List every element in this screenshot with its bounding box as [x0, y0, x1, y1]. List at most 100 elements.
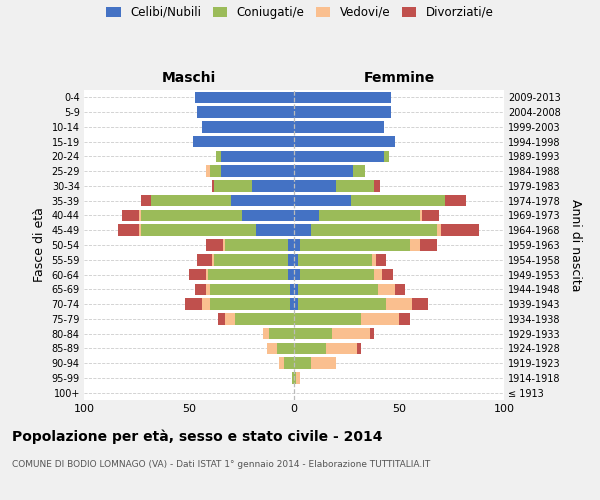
Bar [202, 298, 210, 310]
Bar [294, 121, 385, 132]
Bar [374, 180, 380, 192]
Bar [386, 298, 412, 310]
Bar [420, 210, 422, 221]
Bar [294, 284, 298, 295]
Bar [266, 342, 277, 354]
Bar [420, 239, 437, 251]
Bar [378, 284, 395, 295]
Bar [206, 269, 208, 280]
Bar [288, 254, 294, 266]
Bar [280, 358, 284, 369]
Bar [212, 254, 214, 266]
Bar [193, 136, 294, 147]
Bar [395, 284, 406, 295]
Bar [294, 195, 350, 206]
Bar [294, 254, 298, 266]
Bar [196, 284, 206, 295]
Bar [298, 254, 372, 266]
Bar [221, 166, 294, 177]
Bar [140, 210, 241, 221]
Bar [298, 298, 386, 310]
Bar [214, 180, 252, 192]
Bar [277, 342, 294, 354]
Bar [311, 224, 437, 236]
Bar [399, 313, 409, 324]
Text: COMUNE DI BODIO LOMNAGO (VA) - Dati ISTAT 1° gennaio 2014 - Elaborazione TUTTITA: COMUNE DI BODIO LOMNAGO (VA) - Dati ISTA… [12, 460, 430, 469]
Bar [294, 239, 301, 251]
Bar [241, 210, 294, 221]
Bar [197, 106, 294, 118]
Bar [350, 195, 445, 206]
Bar [294, 92, 391, 103]
Bar [294, 269, 301, 280]
Bar [294, 136, 395, 147]
Bar [319, 210, 420, 221]
Bar [288, 269, 294, 280]
Y-axis label: Fasce di età: Fasce di età [33, 208, 46, 282]
Bar [185, 298, 202, 310]
Bar [256, 224, 294, 236]
Bar [224, 239, 288, 251]
Bar [422, 210, 439, 221]
Bar [214, 254, 288, 266]
Bar [252, 180, 294, 192]
Bar [294, 372, 296, 384]
Bar [224, 313, 235, 324]
Bar [221, 150, 294, 162]
Bar [294, 150, 385, 162]
Bar [206, 239, 223, 251]
Bar [301, 239, 409, 251]
Bar [197, 254, 212, 266]
Bar [263, 328, 269, 340]
Bar [206, 284, 210, 295]
Bar [139, 224, 140, 236]
Bar [210, 298, 290, 310]
Bar [353, 166, 365, 177]
Bar [202, 121, 294, 132]
Bar [288, 239, 294, 251]
Bar [118, 224, 139, 236]
Bar [296, 372, 301, 384]
Bar [196, 92, 294, 103]
Bar [212, 180, 214, 192]
Bar [223, 239, 224, 251]
Bar [151, 195, 231, 206]
Bar [332, 328, 370, 340]
Bar [208, 269, 288, 280]
Bar [269, 328, 294, 340]
Bar [382, 269, 392, 280]
Text: Maschi: Maschi [162, 71, 216, 85]
Bar [370, 328, 374, 340]
Bar [231, 195, 294, 206]
Bar [376, 254, 386, 266]
Bar [441, 224, 479, 236]
Bar [336, 180, 374, 192]
Bar [290, 298, 294, 310]
Bar [284, 358, 294, 369]
Bar [139, 210, 140, 221]
Bar [294, 106, 391, 118]
Bar [445, 195, 466, 206]
Bar [325, 342, 357, 354]
Bar [294, 298, 298, 310]
Bar [217, 150, 221, 162]
Bar [374, 269, 382, 280]
Bar [122, 210, 139, 221]
Bar [311, 358, 336, 369]
Bar [357, 342, 361, 354]
Text: Femmine: Femmine [364, 71, 434, 85]
Bar [292, 372, 294, 384]
Bar [412, 298, 428, 310]
Bar [294, 342, 325, 354]
Y-axis label: Anni di nascita: Anni di nascita [569, 198, 582, 291]
Bar [235, 313, 294, 324]
Bar [294, 328, 332, 340]
Bar [210, 284, 290, 295]
Bar [298, 284, 378, 295]
Bar [210, 166, 221, 177]
Bar [372, 254, 376, 266]
Bar [294, 313, 361, 324]
Legend: Celibi/Nubili, Coniugati/e, Vedovi/e, Divorziati/e: Celibi/Nubili, Coniugati/e, Vedovi/e, Di… [106, 6, 494, 19]
Bar [294, 166, 353, 177]
Bar [294, 224, 311, 236]
